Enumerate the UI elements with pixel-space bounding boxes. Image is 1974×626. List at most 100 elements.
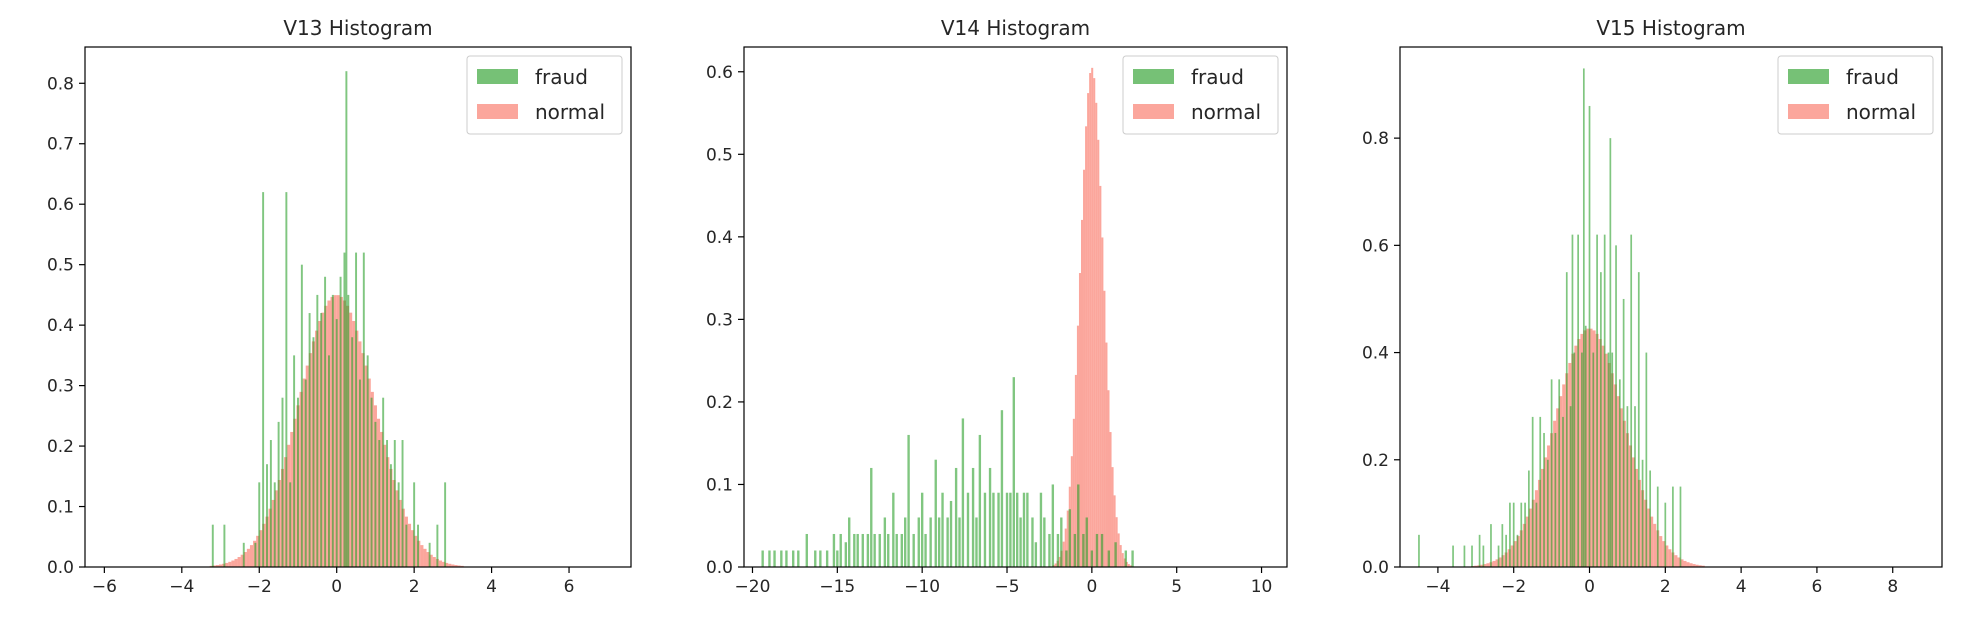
normal-bar: [249, 545, 254, 567]
fraud-bar: [1056, 533, 1060, 567]
y-tick-label: 0.7: [47, 135, 74, 155]
fraud-bar: [861, 533, 864, 567]
fraud-bar: [1600, 272, 1602, 567]
fraud-bars: [211, 71, 447, 568]
x-tick-label: 10: [1251, 577, 1273, 597]
chart-title: V13 Histogram: [283, 16, 432, 40]
normal-bar: [287, 444, 291, 567]
normal-bar: [1525, 516, 1529, 567]
normal-bar: [1631, 457, 1635, 567]
normal-bar: [1129, 565, 1132, 567]
x-tick-label: 8: [1887, 577, 1898, 597]
fraud-bar: [1490, 524, 1492, 567]
normal-bar: [1634, 468, 1639, 567]
fraud-bar: [1085, 517, 1088, 567]
fraud-bar: [1065, 550, 1068, 567]
normal-bar: [1528, 508, 1532, 567]
x-axis: −20 −15 −10 −5 0 5 10: [735, 567, 1273, 597]
normal-bar: [1070, 456, 1073, 567]
normal-bar: [256, 535, 260, 567]
fraud-bar: [978, 434, 982, 567]
legend-label-fraud: fraud: [535, 65, 588, 89]
fraud-bars: [1418, 68, 1682, 568]
fraud-bar: [289, 482, 292, 567]
fraud-bar: [1611, 352, 1614, 567]
fraud-bar: [366, 355, 369, 567]
normal-bars: [1471, 328, 1705, 567]
normal-bar: [1540, 468, 1545, 567]
fraud-bar: [941, 492, 944, 567]
fraud-bar: [428, 542, 431, 567]
normal-bar: [1544, 457, 1548, 567]
fraud-bar: [912, 533, 915, 567]
x-tick-label: 2: [409, 577, 420, 597]
normal-bar: [305, 365, 309, 567]
fraud-bar: [907, 434, 910, 567]
legend-swatch-normal: [477, 104, 518, 119]
fraud-bar: [866, 533, 870, 567]
normal-bar: [1127, 564, 1130, 567]
fraud-bar: [1100, 533, 1104, 567]
fraud-bar: [1626, 406, 1629, 567]
y-tick-label: 0.0: [47, 558, 74, 578]
fraud-bar: [1509, 502, 1511, 567]
fraud-bar: [929, 517, 932, 567]
fraud-bar: [1630, 234, 1633, 568]
y-tick-label: 0.4: [1362, 344, 1389, 364]
fraud-bar: [768, 550, 771, 567]
fraud-bar: [269, 440, 272, 567]
y-tick-label: 0.1: [47, 498, 74, 518]
fraud-bar: [887, 533, 890, 567]
normal-bar: [1686, 562, 1690, 567]
y-axis: 0.0 0.1 0.2 0.3 0.4 0.5 0.6 0.7 0.8: [47, 74, 85, 578]
y-tick-label: 0.3: [706, 310, 733, 330]
y-tick-label: 0.4: [47, 316, 74, 336]
x-tick-label: 2: [1660, 577, 1671, 597]
normal-bar: [225, 562, 229, 567]
fraud-bar: [992, 492, 995, 567]
normal-bar: [1107, 390, 1110, 567]
fraud-bar: [1622, 298, 1625, 567]
normal-bar: [318, 320, 322, 567]
normal-bar: [1495, 559, 1499, 567]
normal-bar: [1492, 560, 1496, 567]
normal-bar: [395, 490, 399, 567]
fraud-bar: [355, 252, 358, 567]
fraud-bar: [211, 524, 214, 567]
fraud-bar: [273, 482, 276, 567]
fraud-bar: [780, 550, 783, 567]
normal-bar: [1668, 549, 1672, 567]
normal-bar: [234, 558, 238, 567]
fraud-bar: [1672, 486, 1674, 567]
normal-bar: [451, 564, 455, 567]
fraud-bar: [892, 492, 895, 567]
fraud-bar: [870, 467, 873, 567]
normal-bar: [1064, 528, 1067, 567]
normal-bar: [438, 560, 443, 567]
fraud-bar: [1520, 502, 1523, 567]
fraud-bar: [1505, 534, 1507, 567]
normal-bar: [243, 552, 247, 567]
fraud-bar: [1664, 502, 1667, 567]
x-tick-label: 0: [1584, 577, 1595, 597]
fraud-bar: [293, 355, 296, 567]
normal-bar: [1080, 219, 1084, 567]
fraud-bar: [832, 533, 836, 567]
fraud-bar: [320, 313, 323, 567]
legend-label-fraud: fraud: [1191, 65, 1244, 89]
fraud-bar: [975, 517, 978, 567]
normal-bar: [1616, 396, 1620, 567]
fraud-bar: [966, 492, 970, 567]
normal-bar: [414, 535, 418, 567]
fraud-bar: [1000, 410, 1004, 567]
fraud-bar: [1531, 416, 1534, 567]
normal-bar: [1601, 345, 1605, 567]
normal-bar: [1483, 564, 1487, 567]
y-tick-label: 0.4: [706, 228, 733, 248]
normal-bar: [1653, 523, 1657, 567]
x-tick-label: 0: [1086, 577, 1097, 597]
fraud-bar: [1596, 234, 1598, 568]
fraud-bar: [1090, 550, 1094, 567]
normal-bar: [432, 557, 436, 567]
